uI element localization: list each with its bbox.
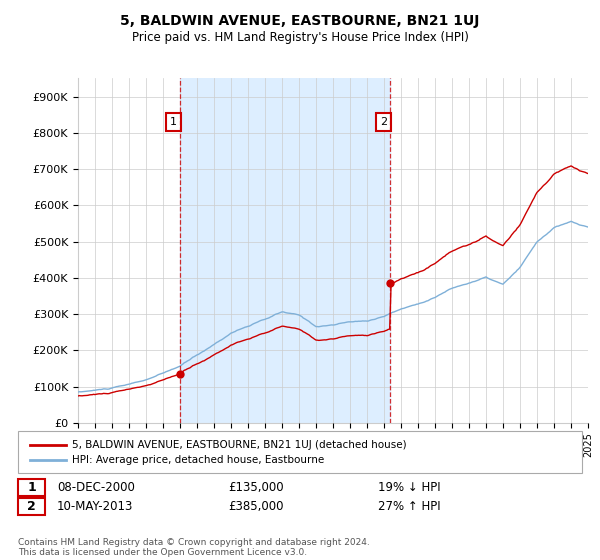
Text: 1: 1 [27,480,36,494]
Bar [180,78,390,423]
Text: £385,000: £385,000 [228,500,284,514]
Text: 1: 1 [170,117,176,127]
Text: 10-MAY-2013: 10-MAY-2013 [57,500,133,514]
Text: Contains HM Land Registry data © Crown copyright and database right 2024.
This d: Contains HM Land Registry data © Crown c… [18,538,370,557]
Text: HPI: Average price, detached house, Eastbourne: HPI: Average price, detached house, East… [72,455,324,465]
Text: £135,000: £135,000 [228,480,284,494]
Text: Price paid vs. HM Land Registry's House Price Index (HPI): Price paid vs. HM Land Registry's House … [131,31,469,44]
Text: 2: 2 [380,117,387,127]
Text: 08-DEC-2000: 08-DEC-2000 [57,480,135,494]
Text: 5, BALDWIN AVENUE, EASTBOURNE, BN21 1UJ (detached house): 5, BALDWIN AVENUE, EASTBOURNE, BN21 1UJ … [72,440,407,450]
Text: 19% ↓ HPI: 19% ↓ HPI [378,480,440,494]
Text: 27% ↑ HPI: 27% ↑ HPI [378,500,440,514]
Text: 2: 2 [27,500,36,514]
Text: 5, BALDWIN AVENUE, EASTBOURNE, BN21 1UJ: 5, BALDWIN AVENUE, EASTBOURNE, BN21 1UJ [121,14,479,28]
